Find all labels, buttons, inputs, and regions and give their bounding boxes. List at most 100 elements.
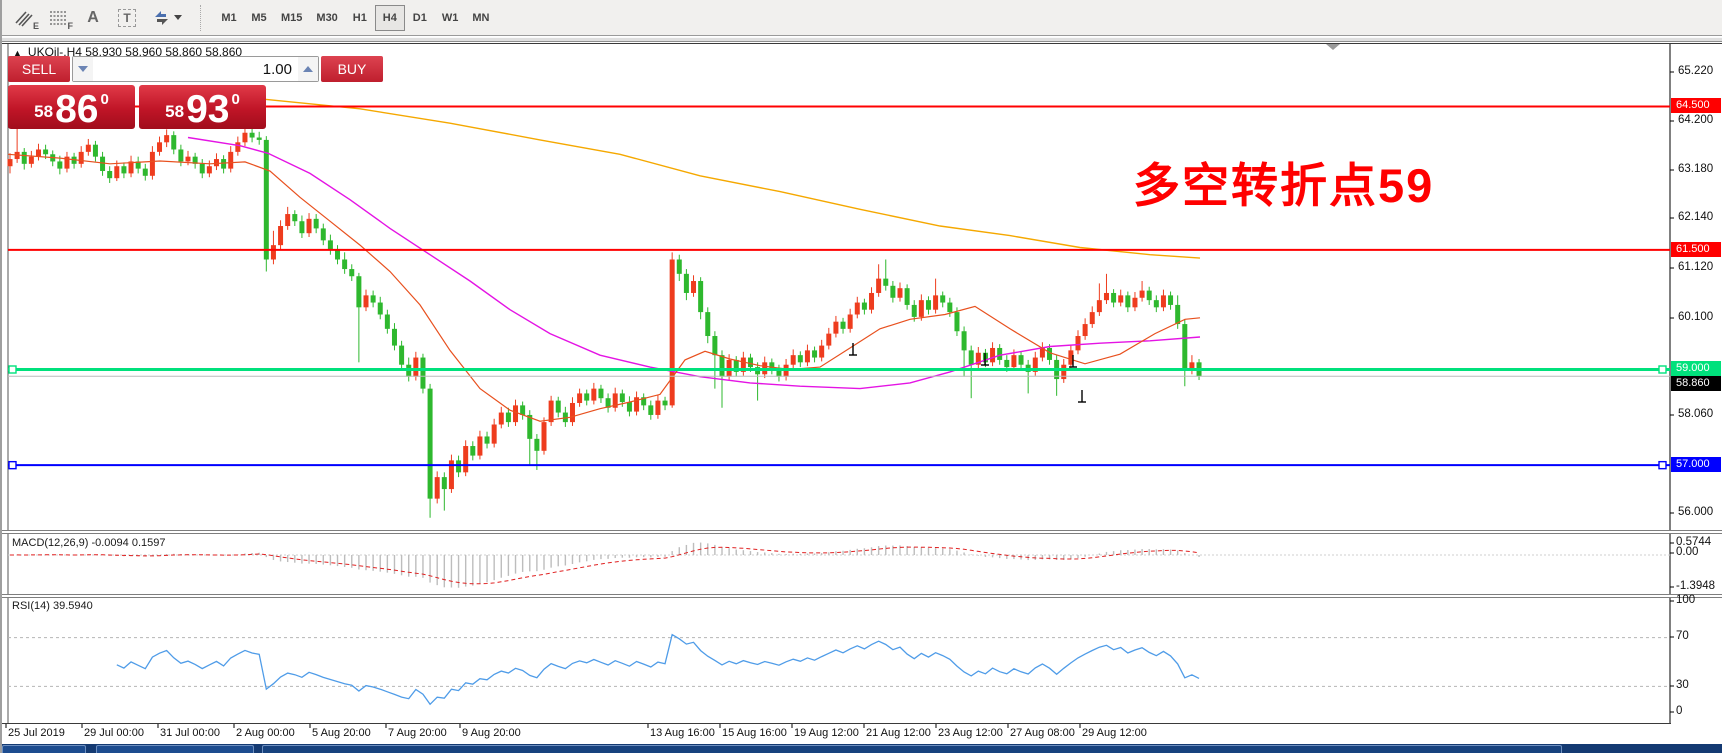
macd-tick-label: -1.3948 — [1676, 580, 1716, 592]
rsi-line — [116, 633, 1200, 706]
buy-button[interactable]: BUY — [321, 56, 383, 82]
chart-tab[interactable] — [96, 745, 254, 753]
sell-price-pip: 0 — [100, 91, 109, 108]
price-badge: 58.860 — [1671, 376, 1721, 391]
sell-price-main: 86 — [55, 87, 99, 131]
timeframe-button-H4[interactable]: H4 — [374, 4, 405, 31]
hline-handle[interactable] — [1658, 460, 1667, 470]
rsi-indicator-label: RSI(14) 39.5940 — [12, 600, 93, 612]
price-badge: 61.500 — [1671, 242, 1721, 257]
price-badge: 59.000 — [1671, 361, 1721, 376]
rsi-panel-splitter[interactable] — [0, 594, 1722, 598]
time-tick-label: 21 Aug 12:00 — [866, 727, 931, 739]
sell-price-tile[interactable]: 58 86 0 — [8, 85, 135, 129]
time-tick-label: 7 Aug 20:00 — [388, 727, 447, 739]
time-tick-label: 13 Aug 16:00 — [650, 727, 715, 739]
sell-price-prefix: 58 — [34, 102, 54, 121]
chart-horizontal-scrollbar[interactable] — [0, 37, 1722, 42]
price-tick-label: 63.180 — [1678, 163, 1714, 175]
price-badge: 64.500 — [1671, 98, 1721, 113]
symbol-quote-text: UKOil-,H4 58.930 58.960 58.860 58.860 — [27, 45, 243, 59]
time-tick-label: 9 Aug 20:00 — [462, 727, 521, 739]
pencil-hatch-icon — [15, 10, 33, 27]
trendline-draw-tool-button[interactable]: E — [8, 4, 42, 32]
letter-a-icon: A — [87, 8, 99, 26]
timeframe-button-M1[interactable]: M1 — [221, 11, 237, 24]
chart-tab-bar — [0, 744, 1722, 753]
timeframe-button-H1[interactable]: H1 — [352, 11, 367, 24]
tool-sub-label: F — [67, 20, 74, 31]
time-tick-label: 19 Aug 12:00 — [794, 727, 859, 739]
macd-tick-label: 0.5744 — [1676, 536, 1712, 548]
text-box-tool-button[interactable]: T — [110, 4, 144, 32]
macd-panel-splitter[interactable] — [0, 530, 1722, 534]
timeframe-button-MN[interactable]: MN — [472, 11, 490, 24]
hline-handle[interactable] — [1658, 365, 1667, 374]
time-tick-label: 2 Aug 00:00 — [236, 727, 295, 739]
time-tick-label: 15 Aug 16:00 — [722, 727, 787, 739]
chart-tab[interactable] — [262, 745, 1562, 753]
price-tick-label: 60.100 — [1678, 311, 1714, 323]
volume-input[interactable] — [93, 57, 298, 81]
price-tick-label: 62.140 — [1678, 211, 1714, 223]
one-click-panel-toggle[interactable]: ▲ — [13, 48, 22, 58]
fibonacci-tool-button[interactable]: F — [42, 4, 76, 32]
down-arrow-icon — [78, 66, 88, 72]
chart-tab[interactable] — [2, 745, 86, 753]
rsi-tick-label: 30 — [1676, 679, 1689, 691]
price-tick-label: 56.000 — [1678, 506, 1714, 518]
macd-signal-line — [9, 546, 1200, 585]
timeframe-button-M15[interactable]: M15 — [281, 11, 303, 24]
price-tick-label: 58.060 — [1678, 408, 1714, 420]
volume-stepper — [72, 56, 319, 82]
macd-indicator-label: MACD(12,26,9) -0.0094 0.1597 — [12, 537, 166, 549]
arrows-tool-button[interactable] — [144, 4, 190, 32]
rsi-tick-label: 0 — [1676, 705, 1683, 717]
up-arrow-icon — [303, 66, 313, 72]
price-badge: 57.000 — [1671, 457, 1721, 472]
boxed-t-icon: T — [118, 8, 136, 27]
ma-mid — [187, 136, 1201, 390]
volume-decrease-button[interactable] — [73, 57, 93, 81]
chart-top-border — [0, 43, 1722, 44]
time-tick-label: 29 Aug 12:00 — [1082, 727, 1147, 739]
toolbar: E F A T M1 M5 M15 M30 H1 H4 D1 W1 MN — [0, 0, 1722, 36]
volume-increase-button[interactable] — [298, 57, 318, 81]
time-tick-label: 29 Jul 00:00 — [84, 727, 144, 739]
timeframe-button-M5[interactable]: M5 — [251, 11, 267, 24]
time-tick-label: 25 Jul 2019 — [8, 727, 65, 739]
moving-averages-layer — [7, 98, 1201, 422]
toolbar-separator — [200, 4, 206, 31]
macd-tick-label: 0.00 — [1676, 546, 1699, 558]
sell-button[interactable]: SELL — [8, 56, 70, 82]
chart-annotation-text: 多空转折点59 — [1133, 159, 1435, 212]
chart-title: ▲ UKOil-,H4 58.930 58.960 58.860 58.860 — [13, 45, 242, 59]
hline-handle[interactable] — [8, 460, 17, 470]
price-tick-label: 61.120 — [1678, 261, 1714, 273]
buy-price-prefix: 58 — [165, 102, 185, 121]
buy-price-pip: 0 — [231, 91, 240, 108]
time-tick-label: 23 Aug 12:00 — [938, 727, 1003, 739]
timeframe-button-D1[interactable]: D1 — [412, 11, 427, 24]
window-left-border — [0, 0, 2, 753]
chart-shift-marker — [1326, 44, 1340, 50]
buy-price-tile[interactable]: 58 93 0 — [139, 85, 266, 129]
rsi-tick-label: 100 — [1676, 594, 1696, 606]
tool-sub-label: E — [32, 20, 39, 31]
timeframe-button-group: M1 M5 M15 M30 H1 H4 D1 W1 MN — [214, 4, 496, 31]
one-click-trading-panel: SELL BUY 58 86 0 58 93 0 — [8, 56, 383, 131]
hline-handle[interactable] — [8, 365, 17, 374]
time-tick-label: 31 Jul 00:00 — [160, 727, 220, 739]
trade-markers-layer — [849, 343, 1086, 403]
candles-layer — [7, 120, 1202, 518]
timeframe-button-W1[interactable]: W1 — [441, 11, 459, 24]
rsi-layer — [8, 633, 1670, 706]
timeframe-button-M30[interactable]: M30 — [316, 11, 338, 24]
price-tick-label: 64.200 — [1678, 114, 1714, 126]
ma-fast — [7, 153, 1201, 422]
text-label-tool-button[interactable]: A — [76, 4, 110, 32]
time-tick-label: 27 Aug 08:00 — [1010, 727, 1075, 739]
arrows-icon — [155, 10, 168, 25]
fibo-lines-icon — [50, 10, 66, 25]
